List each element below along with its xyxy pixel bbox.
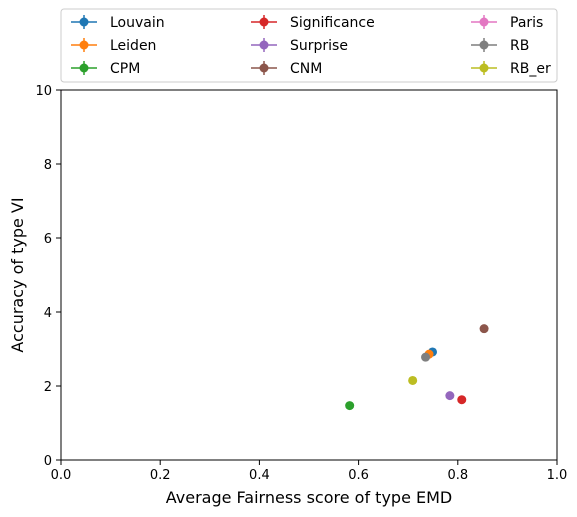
legend-item-significance: Significance: [251, 15, 375, 31]
legend-label: RB: [510, 38, 529, 54]
legend-marker: [479, 40, 489, 50]
legend-item-rb: RB: [471, 38, 529, 54]
data-point-rb-er: [408, 375, 418, 385]
data-point-rb: [421, 352, 431, 362]
legend-item-surprise: Surprise: [251, 38, 348, 54]
plot-frame: [60, 89, 558, 461]
x-tick-label: 0.8: [447, 468, 468, 483]
legend-marker: [79, 63, 89, 73]
legend-item-cpm: CPM: [71, 61, 140, 77]
data-point-cnm: [479, 324, 489, 334]
legend-marker: [79, 17, 89, 27]
data-point-significance: [457, 395, 467, 405]
legend-label: RB_er: [510, 61, 551, 77]
legend-label: Significance: [290, 15, 375, 31]
legend-item-cnm: CNM: [251, 61, 322, 77]
y-tick-label: 6: [44, 232, 52, 247]
legend-label: Louvain: [110, 15, 165, 31]
x-axis-label: Average Fairness score of type EMD: [166, 488, 452, 507]
legend-label: Paris: [510, 15, 543, 31]
legend-item-leiden: Leiden: [71, 38, 156, 54]
legend-marker: [259, 63, 269, 73]
legend-marker: [259, 40, 269, 50]
legend: Louvain Leiden CPM Significance Surprise CNM P…: [60, 8, 558, 83]
y-tick-label: 4: [44, 306, 52, 321]
x-tick-label: 1.0: [547, 468, 568, 483]
data-point-cpm: [345, 401, 355, 411]
legend-label: CNM: [290, 61, 322, 77]
legend-marker: [79, 40, 89, 50]
y-axis-ticks: 0 2 4 6 8 10: [35, 84, 61, 469]
legend-item-rb-er: RB_er: [471, 61, 551, 77]
x-tick-label: 0.6: [348, 468, 369, 483]
x-tick-label: 0.0: [51, 468, 72, 483]
legend-item-louvain: Louvain: [71, 15, 165, 31]
y-tick-label: 0: [44, 454, 52, 469]
data-points: [61, 90, 489, 411]
y-tick-label: 8: [44, 158, 52, 173]
legend-frame: [60, 8, 558, 83]
data-point-paris: [61, 90, 64, 91]
plot-area: [61, 90, 557, 460]
legend-marker: [479, 17, 489, 27]
x-tick-label: 0.2: [150, 468, 171, 483]
x-tick-label: 0.4: [249, 468, 270, 483]
data-point-surprise: [445, 391, 455, 401]
legend-label: CPM: [110, 61, 140, 77]
y-axis-label: Accuracy of type VI: [8, 197, 27, 352]
y-tick-label: 10: [35, 84, 52, 99]
legend-marker: [259, 17, 269, 27]
legend-label: Surprise: [290, 38, 348, 54]
legend-marker: [479, 63, 489, 73]
y-tick-label: 2: [44, 380, 52, 395]
legend-label: Leiden: [110, 38, 156, 54]
legend-item-paris: Paris: [471, 15, 543, 31]
x-axis-ticks: 0.0 0.2 0.4 0.6 0.8 1.0: [51, 460, 568, 483]
